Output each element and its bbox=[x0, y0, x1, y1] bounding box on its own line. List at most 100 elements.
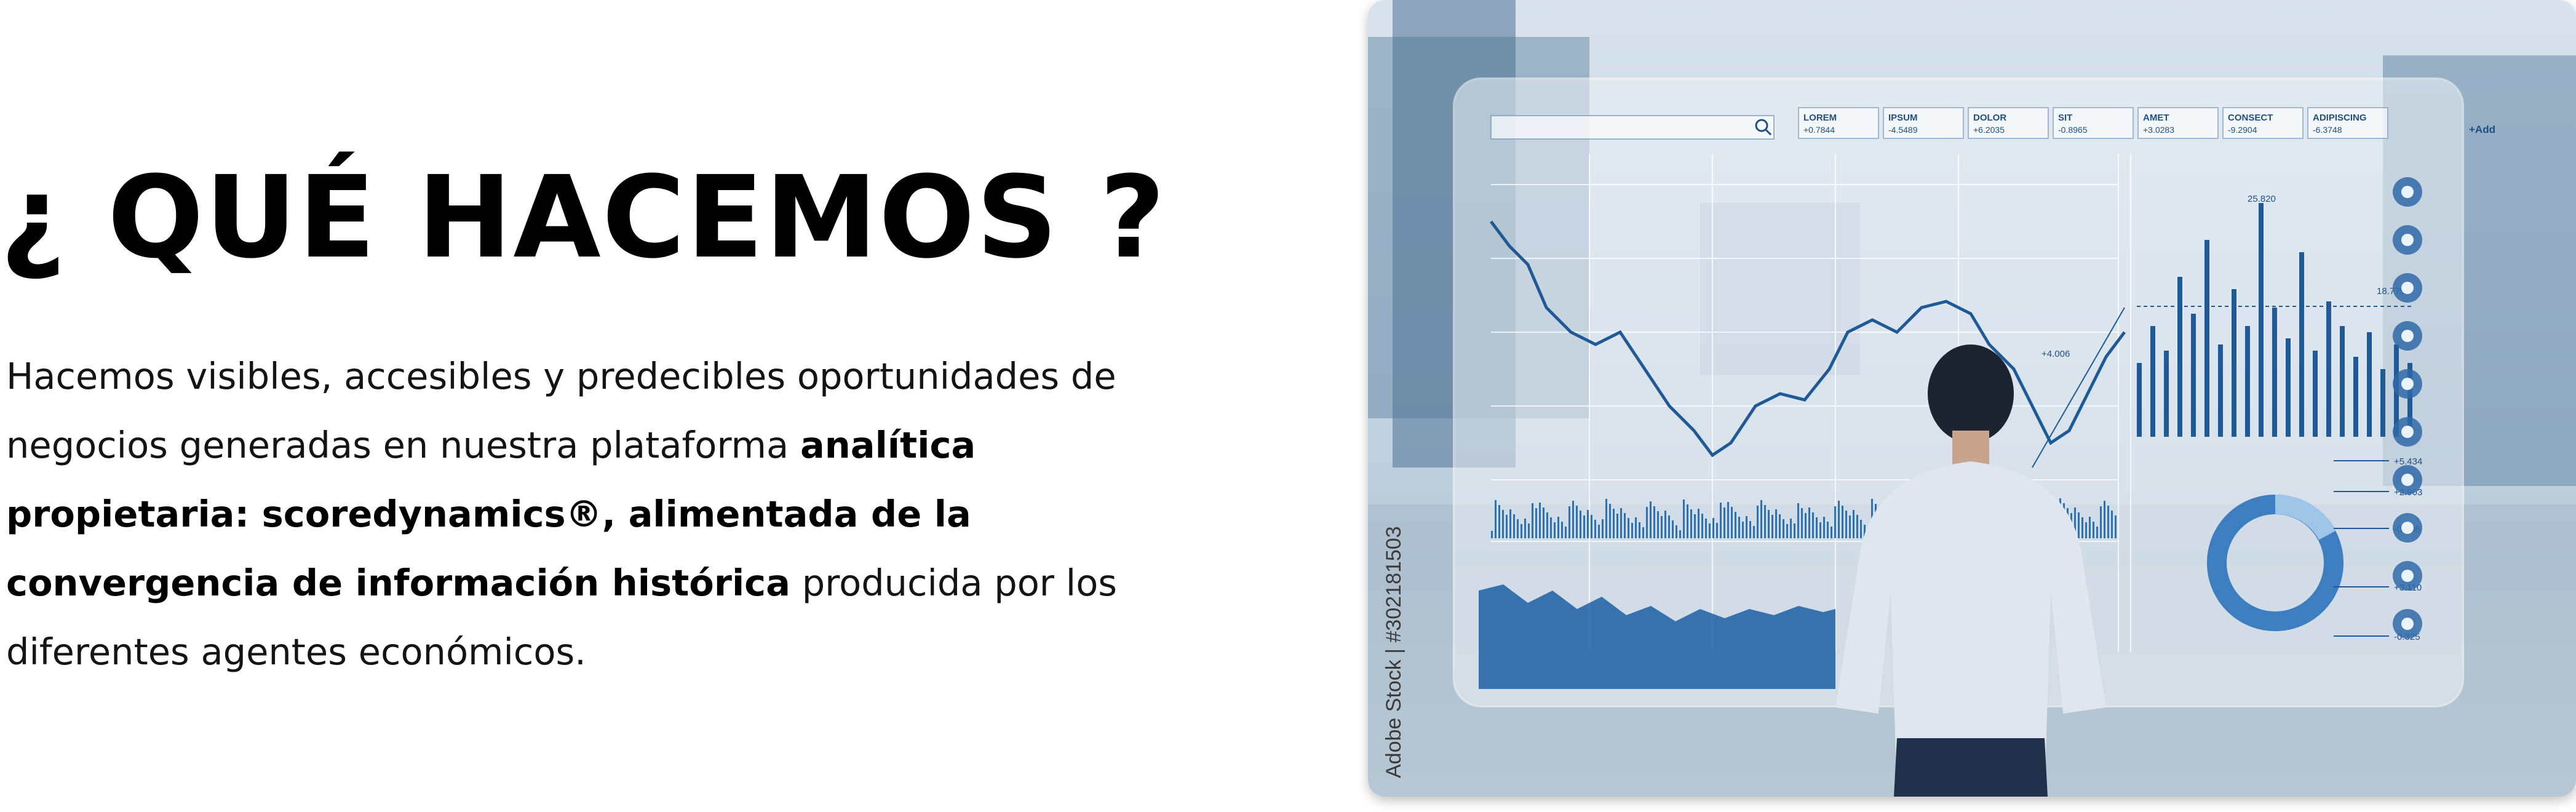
hud-donut-chart bbox=[2207, 495, 2343, 631]
ticker-name: SIT bbox=[2058, 113, 2072, 123]
volume-bar bbox=[1764, 505, 1766, 538]
volume-bar bbox=[1757, 506, 1759, 538]
ticker-name: IPSUM bbox=[1888, 113, 1918, 123]
annotation-1: +4.006 bbox=[2041, 349, 2070, 359]
bar bbox=[2232, 289, 2236, 437]
hud-area-chart bbox=[1479, 584, 1835, 689]
volume-bar bbox=[1856, 515, 1858, 538]
volume-bar bbox=[1679, 530, 1681, 538]
volume-bar bbox=[1683, 500, 1685, 538]
section-title: ¿ QUÉ HACEMOS ? bbox=[0, 152, 1167, 284]
volume-bar bbox=[1657, 511, 1659, 538]
ticker-box: LOREM +0.7844 bbox=[1798, 107, 1879, 139]
ticker-value: +3.0283 bbox=[2143, 125, 2174, 135]
volume-bar bbox=[2096, 527, 2098, 538]
volume-bar bbox=[1742, 522, 1744, 538]
bar bbox=[2407, 363, 2412, 437]
gears-icon bbox=[2393, 273, 2422, 303]
volume-bar bbox=[1639, 522, 1640, 538]
bar bbox=[2353, 357, 2358, 437]
volume-bar bbox=[2104, 501, 2105, 538]
volume-bar bbox=[1602, 519, 1604, 538]
section-paragraph: Hacemos visibles, accesibles y predecibl… bbox=[6, 342, 1187, 687]
volume-bar bbox=[1819, 522, 1821, 538]
volume-bar bbox=[1521, 524, 1522, 538]
volume-bar bbox=[1779, 514, 1781, 538]
volume-bar bbox=[1676, 525, 1677, 538]
volume-bar bbox=[2115, 515, 2117, 538]
volume-bar bbox=[1860, 520, 1862, 538]
volume-bar bbox=[1768, 510, 1770, 538]
volume-bar bbox=[1864, 525, 1866, 538]
person bbox=[1835, 344, 2106, 797]
bar bbox=[2272, 308, 2277, 437]
ticker-box: DOLOR +6.2035 bbox=[1968, 107, 2049, 139]
volume-bar bbox=[1794, 523, 1795, 538]
volume-bar bbox=[1587, 510, 1589, 538]
cloud-upload-icon bbox=[2393, 369, 2422, 399]
volume-bar bbox=[1628, 518, 1629, 538]
volume-bar bbox=[1849, 515, 1851, 538]
pie-chart-icon bbox=[2393, 561, 2422, 591]
bar bbox=[2150, 326, 2155, 437]
hud-grid bbox=[1491, 154, 2131, 652]
bar bbox=[2164, 351, 2169, 437]
ticker-box: ADIPISCING -6.3748 bbox=[2307, 107, 2388, 139]
paragraph-bold-text: analítica propietaria: scoredynamics®, a… bbox=[6, 424, 976, 604]
text-section: ¿ QUÉ HACEMOS ? Hacemos visibles, accesi… bbox=[0, 152, 1187, 687]
bars-icon bbox=[2393, 465, 2422, 495]
bar bbox=[2137, 363, 2142, 437]
volume-bar bbox=[1705, 519, 1707, 538]
volume-bar bbox=[1580, 511, 1581, 538]
bar bbox=[2286, 338, 2291, 437]
bar bbox=[2259, 203, 2264, 437]
annotation-2: 25.820 bbox=[2248, 194, 2276, 204]
volume-bar bbox=[1609, 504, 1611, 538]
hud-icon-column bbox=[2393, 177, 2422, 639]
bar bbox=[2191, 314, 2196, 437]
volume-bar bbox=[2100, 506, 2102, 538]
ticker-value: -0.8965 bbox=[2058, 125, 2088, 135]
volume-bar bbox=[2081, 517, 2083, 538]
volume-bar bbox=[1506, 515, 1508, 538]
volume-bar bbox=[1650, 501, 1652, 538]
photo-illustration: LOREM +0.7844 IPSUM -4.5489 DOLOR +6.2035 SIT -… bbox=[1368, 0, 2576, 797]
bar bbox=[2340, 326, 2345, 437]
volume-bar bbox=[1731, 507, 1733, 538]
volume-bar bbox=[1583, 515, 1585, 538]
volume-bar bbox=[1823, 517, 1825, 538]
volume-bar bbox=[1808, 507, 1810, 538]
volume-bar bbox=[1513, 514, 1515, 538]
ticker-name: ADIPISCING bbox=[2313, 113, 2367, 123]
volume-bar bbox=[1613, 509, 1615, 538]
volume-bar bbox=[1495, 500, 1497, 538]
volume-bar bbox=[1517, 519, 1519, 538]
volume-bar bbox=[1664, 511, 1666, 538]
volume-bar bbox=[1565, 527, 1567, 538]
volume-bar bbox=[1698, 509, 1699, 538]
volume-bar bbox=[1753, 526, 1755, 538]
volume-bar bbox=[1672, 520, 1674, 538]
volume-bar bbox=[1831, 527, 1832, 538]
volume-bar bbox=[1550, 517, 1552, 538]
volume-bar bbox=[1735, 512, 1736, 538]
volume-bar bbox=[2078, 512, 2080, 538]
volume-bar bbox=[1690, 509, 1692, 538]
volume-bar bbox=[1801, 508, 1803, 538]
ticker-value: +6.2035 bbox=[1973, 125, 2005, 135]
volume-bar bbox=[1661, 516, 1663, 538]
volume-bar bbox=[1720, 503, 1722, 538]
volume-bar bbox=[1557, 517, 1559, 538]
lock-icon bbox=[2393, 321, 2422, 351]
bar bbox=[2245, 326, 2250, 437]
hud-trend-line bbox=[2032, 307, 2125, 468]
volume-bar bbox=[1491, 531, 1493, 538]
volume-bar bbox=[1812, 512, 1814, 538]
volume-bar bbox=[1631, 523, 1633, 538]
volume-bar bbox=[1546, 512, 1548, 538]
paragraph-text-end: producida por los diferentes agentes eco… bbox=[6, 562, 1118, 673]
cloud-download-icon bbox=[2393, 417, 2422, 447]
volume-bar bbox=[1524, 519, 1526, 538]
volume-bar bbox=[1498, 505, 1500, 538]
